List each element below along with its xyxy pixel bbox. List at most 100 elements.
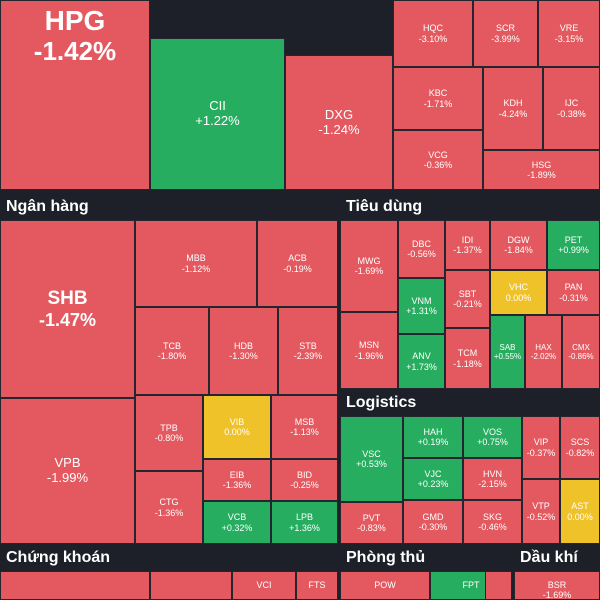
stock-symbol: TCM bbox=[457, 348, 478, 359]
price-change: -1.12% bbox=[181, 263, 211, 274]
stock-symbol: SHB bbox=[47, 287, 88, 309]
price-change: -0.52% bbox=[526, 511, 556, 522]
stock-tile[interactable]: VCG -0.36% bbox=[393, 130, 483, 190]
stock-tile[interactable]: CII +1.22% bbox=[150, 38, 285, 190]
stock-symbol: PET bbox=[564, 234, 583, 245]
stock-tile[interactable]: SAB +0.55% bbox=[490, 315, 525, 389]
stock-tile[interactable]: HQC -3.10% bbox=[393, 0, 473, 67]
stock-symbol: KDH bbox=[503, 98, 523, 109]
price-change: +0.99% bbox=[558, 245, 589, 255]
price-change: -0.38% bbox=[557, 108, 586, 119]
stock-symbol: DBC bbox=[411, 238, 431, 249]
stock-symbol: VIP bbox=[533, 437, 549, 448]
stock-tile[interactable]: KBC -1.71% bbox=[393, 67, 483, 130]
stock-tile[interactable]: IDI -1.37% bbox=[445, 220, 490, 270]
stock-tile[interactable]: DBC -0.56% bbox=[398, 220, 445, 278]
stock-tile[interactable]: MSB -1.13% bbox=[271, 395, 338, 459]
stock-tile[interactable]: VPB -1.99% bbox=[0, 398, 135, 544]
stock-tile[interactable]: MWG -1.69% bbox=[340, 220, 398, 312]
stock-tile[interactable]: BID -0.25% bbox=[271, 459, 338, 501]
stock-tile[interactable]: HPG -1.42% bbox=[0, 0, 150, 190]
price-change: +1.31% bbox=[406, 306, 437, 316]
stock-symbol: ANV bbox=[412, 351, 431, 362]
price-change: -1.47% bbox=[38, 309, 97, 330]
price-change: -1.37% bbox=[453, 245, 482, 255]
stock-tile[interactable]: PAN -0.31% bbox=[547, 270, 600, 315]
stock-tile[interactable]: VHC 0.00% bbox=[490, 270, 547, 315]
stock-tile[interactable]: HVN -2.15% bbox=[463, 458, 522, 500]
stock-symbol: VPB bbox=[54, 455, 81, 471]
stock-tile[interactable]: SCR -3.99% bbox=[473, 0, 538, 67]
price-change: -0.82% bbox=[565, 447, 595, 458]
stock-tile[interactable]: EIB -1.36% bbox=[203, 459, 271, 501]
stock-tile[interactable]: VSC +0.53% bbox=[340, 416, 403, 502]
stock-tile[interactable]: HAH +0.19% bbox=[403, 416, 463, 458]
stock-tile[interactable]: SKG -0.46% bbox=[463, 500, 522, 544]
stock-symbol: TCB bbox=[163, 340, 181, 351]
stock-symbol: HAX bbox=[535, 342, 552, 352]
stock-symbol: SCS bbox=[570, 437, 590, 448]
stock-tile[interactable] bbox=[150, 571, 232, 600]
stock-tile[interactable]: HAX -2.02% bbox=[525, 315, 562, 389]
stock-tile[interactable]: SHB -1.47% bbox=[0, 220, 135, 398]
stock-tile[interactable]: VIP -0.37% bbox=[522, 416, 560, 479]
stock-tile[interactable]: GMD -0.30% bbox=[403, 500, 463, 544]
stock-tile[interactable]: VJC +0.23% bbox=[403, 458, 463, 500]
stock-tile[interactable]: PET +0.99% bbox=[547, 220, 600, 270]
price-change: -3.99% bbox=[491, 33, 520, 44]
stock-tile[interactable]: IJC -0.38% bbox=[543, 67, 600, 150]
price-change: -1.24% bbox=[318, 121, 360, 137]
stock-tile[interactable]: DGW -1.84% bbox=[490, 220, 547, 270]
stock-tile[interactable]: STB -2.39% bbox=[278, 307, 338, 395]
stock-tile[interactable]: VNM +1.31% bbox=[398, 278, 445, 334]
stock-symbol: SKG bbox=[482, 511, 502, 522]
stock-tile[interactable]: VIB 0.00% bbox=[203, 395, 271, 459]
stock-symbol: GMD bbox=[422, 511, 444, 522]
price-change: 0.00% bbox=[505, 292, 532, 303]
stock-tile[interactable]: SCS -0.82% bbox=[560, 416, 600, 479]
stock-tile[interactable]: VTP -0.52% bbox=[522, 479, 560, 544]
stock-tile[interactable]: VCI bbox=[232, 571, 296, 600]
stock-tile[interactable]: VCB +0.32% bbox=[203, 501, 271, 544]
stock-tile[interactable]: POW bbox=[340, 571, 430, 600]
stock-tile[interactable]: TCB -1.80% bbox=[135, 307, 209, 395]
stock-symbol: SAB bbox=[499, 342, 516, 352]
stock-tile[interactable]: DXG -1.24% bbox=[285, 55, 393, 190]
stock-tile[interactable]: TPB -0.80% bbox=[135, 395, 203, 471]
sector-header: Logistics bbox=[340, 389, 600, 416]
stock-tile[interactable] bbox=[0, 571, 150, 600]
stock-tile[interactable]: HDB -1.30% bbox=[209, 307, 278, 395]
price-change: -3.10% bbox=[418, 33, 448, 44]
price-change: -3.15% bbox=[554, 33, 584, 44]
stock-tile[interactable]: ACB -0.19% bbox=[257, 220, 338, 307]
price-change: -0.46% bbox=[478, 522, 507, 532]
stock-tile[interactable]: TCM -1.18% bbox=[445, 328, 490, 389]
price-change: +0.75% bbox=[477, 437, 508, 447]
stock-tile[interactable]: AST 0.00% bbox=[560, 479, 600, 544]
stock-tile[interactable]: CMX -0.86% bbox=[562, 315, 600, 389]
stock-symbol: KBC bbox=[428, 88, 448, 99]
stock-tile[interactable]: ANV +1.73% bbox=[398, 334, 445, 389]
stock-tile[interactable]: KDH -4.24% bbox=[483, 67, 543, 150]
price-change: +0.32% bbox=[221, 522, 253, 533]
stock-tile[interactable]: VRE -3.15% bbox=[538, 0, 600, 67]
price-change: -1.89% bbox=[527, 170, 556, 180]
stock-tile[interactable]: BSR -1.69% bbox=[514, 571, 600, 600]
stock-tile[interactable]: FTS bbox=[296, 571, 338, 600]
stock-tile[interactable]: LPB +1.36% bbox=[271, 501, 338, 544]
price-change: +1.22% bbox=[195, 113, 240, 128]
stock-symbol: HAH bbox=[423, 426, 443, 437]
stock-symbol: BID bbox=[296, 469, 312, 480]
price-change: -0.37% bbox=[526, 447, 556, 458]
stock-tile[interactable]: HSG -1.89% bbox=[483, 150, 600, 190]
stock-tile[interactable]: MSN -1.96% bbox=[340, 312, 398, 389]
stock-tile[interactable]: SBT -0.21% bbox=[445, 270, 490, 328]
stock-tile[interactable] bbox=[485, 571, 512, 600]
stock-tile[interactable]: CTG -1.36% bbox=[135, 471, 203, 544]
price-change: +0.23% bbox=[417, 479, 449, 489]
stock-tile[interactable]: VOS +0.75% bbox=[463, 416, 522, 458]
stock-symbol: POW bbox=[374, 580, 396, 590]
stock-tile[interactable]: MBB -1.12% bbox=[135, 220, 257, 307]
stock-tile[interactable]: PVT -0.83% bbox=[340, 502, 403, 544]
